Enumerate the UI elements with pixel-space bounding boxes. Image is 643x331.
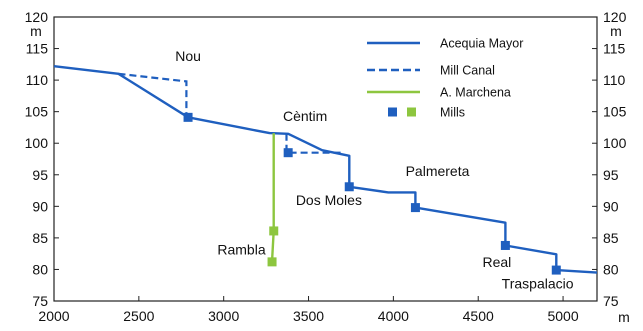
y-tick-label-left-80: 80 [32,261,48,277]
x-tick-label-3000: 3000 [208,308,239,324]
x-tick-label-4500: 4500 [463,308,494,324]
x-tick-label-2500: 2500 [123,308,154,324]
legend-swatch-mills-green [407,107,416,117]
annotation-c-ntim: Cèntim [283,108,327,124]
annotation-real: Real [482,254,511,270]
y-tick-label-left-120: 120 [25,9,49,25]
mill-marker-dos-moles-2 [344,182,354,192]
y-unit-right: m [610,23,622,39]
mill-canal-line-segment-1 [285,133,343,154]
y-unit-left: m [30,23,42,39]
y-tick-label-left-85: 85 [32,230,48,246]
y-tick-label-left-115: 115 [26,41,49,57]
legend-label-acequia-mayor: Acequia Mayor [440,37,523,51]
y-tick-label-right-120: 120 [603,9,627,25]
plot-frame [53,16,598,302]
x-unit: m [618,309,630,325]
annotation-traspalacio: Traspalacio [502,275,574,291]
y-tick-label-left-110: 110 [26,72,49,88]
y-tick-label-right-85: 85 [603,230,619,246]
y-tick-label-right-90: 90 [603,198,619,214]
a-marchena-line [270,133,275,262]
x-tick-label-4000: 4000 [378,308,409,324]
annotation-rambla: Rambla [217,241,265,257]
mill-marker-real-4 [500,240,510,250]
legend-label-a-marchena: A. Marchena [440,86,511,100]
x-tick-label-2000: 2000 [38,308,69,324]
legend-swatch-mills-blue [388,107,397,117]
y-tick-label-left-100: 100 [25,135,49,151]
annotation-dos-moles: Dos Moles [296,192,362,208]
mill-marker-nou-0 [183,112,193,122]
y-tick-label-right-75: 75 [603,293,619,309]
mill-canal-line-segment-0 [118,72,188,118]
y-tick-label-left-95: 95 [32,167,48,183]
mill-marker-palmereta-3 [410,203,420,213]
y-tick-label-left-105: 105 [25,104,49,120]
annotation-nou: Nou [175,48,201,64]
legend-label-mills: Mills [440,106,465,120]
y-tick-label-left-90: 90 [32,198,48,214]
y-tick-label-right-105: 105 [603,104,627,120]
y-tick-label-right-95: 95 [603,167,619,183]
y-tick-label-right-115: 115 [603,41,626,57]
mill-marker-rambla-7 [267,257,277,267]
y-tick-label-right-110: 110 [603,72,626,88]
y-tick-label-right-80: 80 [603,261,619,277]
annotation-palmereta: Palmereta [406,163,470,179]
x-tick-label-3500: 3500 [293,308,324,324]
legend-label-mill-canal: Mill Canal [440,64,495,78]
mill-marker-traspalacio-5 [551,265,561,275]
y-tick-label-left-75: 75 [32,293,48,309]
acequia-mayor-line [53,65,598,274]
mill-marker-c-ntim-1 [283,148,293,158]
x-tick-label-5000: 5000 [547,308,578,324]
mill-marker-rambla-6 [269,226,279,236]
y-tick-label-right-100: 100 [603,135,627,151]
